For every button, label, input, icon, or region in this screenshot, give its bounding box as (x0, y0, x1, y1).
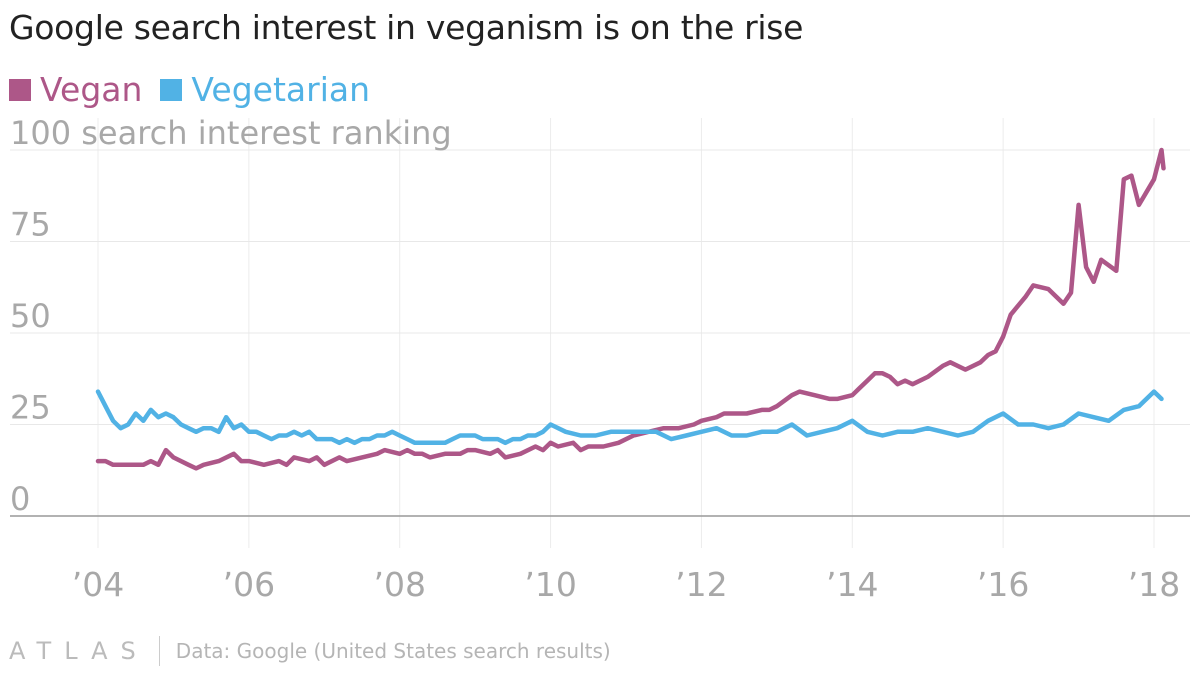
y-tick-label: 75 (10, 206, 51, 244)
x-tick-label: ’10 (524, 565, 576, 604)
y-tick-label: 50 (10, 297, 51, 335)
y-axis-labels: 0 25 50 75 100 search interest ranking (10, 114, 452, 518)
x-tick-label: ’14 (826, 565, 878, 604)
series-line-vegetarian (95, 389, 1164, 446)
x-tick-label: ’04 (72, 565, 124, 604)
atlas-logo: ATLAS (9, 637, 149, 665)
legend-item-vegetarian: Vegetarian (160, 70, 370, 109)
legend-label-vegan: Vegan (40, 70, 143, 109)
x-axis-labels: ’04 ’06 ’08 ’10 ’12 ’14 ’16 ’18 (72, 565, 1180, 604)
x-tick-label: ’16 (977, 565, 1029, 604)
chart-title: Google search interest in veganism is on… (9, 8, 804, 47)
legend: Vegan Vegetarian (9, 70, 388, 109)
footer-divider (158, 636, 160, 666)
legend-swatch-vegetarian (160, 78, 183, 101)
x-tick-label: ’06 (223, 565, 275, 604)
y-tick-label: 0 (10, 480, 30, 518)
legend-item-vegan: Vegan (9, 70, 142, 109)
footer: ATLAS Data: Google (United States search… (9, 636, 611, 666)
series-lines (95, 147, 1166, 471)
x-tick-label: ’12 (675, 565, 727, 604)
y-tick-label: 25 (10, 389, 51, 427)
y-tick-label: 100 search interest ranking (10, 114, 452, 152)
source-note: Data: Google (United States search resul… (175, 639, 611, 663)
x-tick-label: ’08 (373, 565, 425, 604)
legend-label-vegetarian: Vegetarian (191, 70, 371, 109)
horizontal-gridlines (10, 149, 1190, 517)
x-tick-label: ’18 (1128, 565, 1180, 604)
legend-swatch-vegan (9, 78, 31, 101)
series-line-vegan (95, 147, 1166, 471)
